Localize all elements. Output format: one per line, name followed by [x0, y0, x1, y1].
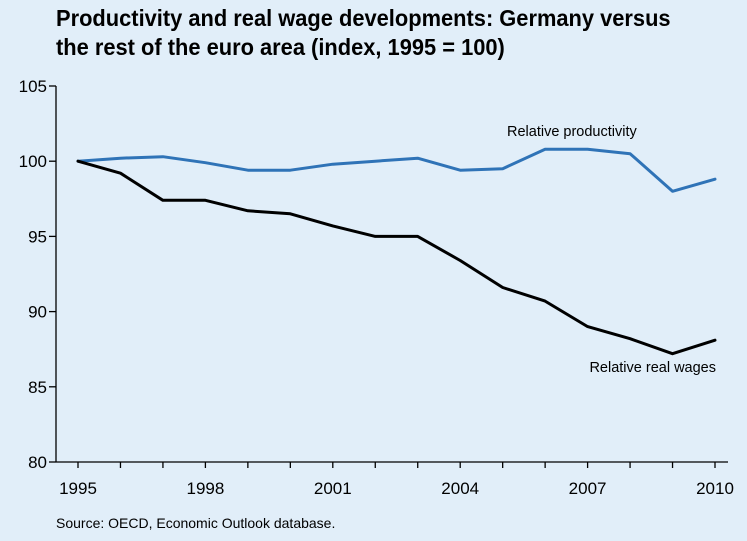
- x-tick-label: 2004: [441, 479, 479, 498]
- chart-axes: 80 85 90 95 100 105 1995 1998 2001 2004 2007 2010: [19, 77, 734, 498]
- series-labels: Relative productivity Relative real wages: [507, 124, 716, 376]
- y-tick-label: 105: [19, 77, 47, 96]
- productivity-line: [76, 147, 717, 193]
- x-tick-label: 2007: [569, 479, 607, 498]
- x-tick-label: 1995: [59, 479, 97, 498]
- series-label-productivity: Relative productivity: [507, 124, 637, 140]
- chart-title: Productivity and real wage developments:…: [56, 4, 688, 62]
- x-tick-label: 2001: [314, 479, 352, 498]
- y-tick-label: 100: [19, 152, 47, 171]
- y-tick-label: 90: [28, 303, 47, 322]
- y-tick-label: 85: [28, 378, 47, 397]
- chart-title-line-1: Productivity and real wage developments:…: [56, 5, 671, 31]
- source-note: Source: OECD, Economic Outlook database.: [56, 515, 336, 531]
- y-tick-label: 95: [28, 227, 47, 246]
- chart-series: [76, 147, 717, 356]
- chart-title-line-2: the rest of the euro area (index, 1995 =…: [56, 34, 505, 60]
- real-wages-line: [76, 159, 717, 356]
- y-tick-label: 80: [28, 453, 47, 472]
- series-label-real-wages: Relative real wages: [589, 360, 716, 376]
- x-tick-label: 2010: [696, 479, 734, 498]
- x-tick-label: 1998: [186, 479, 224, 498]
